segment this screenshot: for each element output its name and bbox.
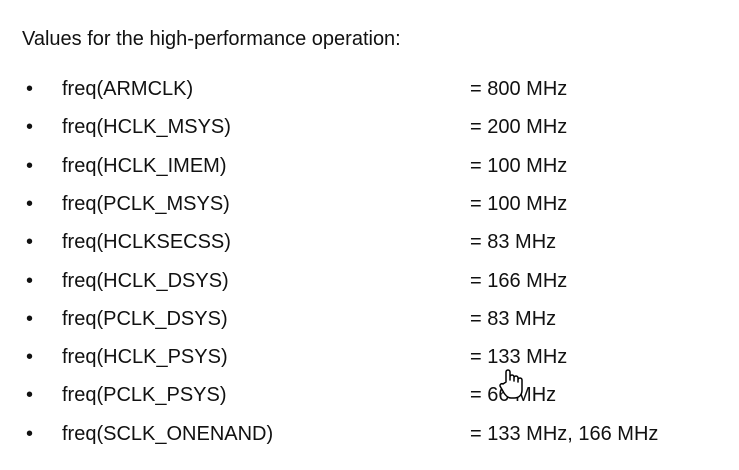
list-item: • freq(SCLK_ONENAND) = 133 MHz, 166 MHz	[0, 423, 739, 453]
item-name: freq(PCLK_PSYS)	[62, 384, 227, 407]
list-item: • freq(PCLK_MSYS) = 100 MHz	[0, 193, 739, 223]
item-value: = 83 MHz	[470, 307, 557, 330]
item-name: freq(HCLK_MSYS)	[62, 116, 231, 139]
bullet: •	[26, 78, 34, 100]
item-value: = 133 MHz, 166 MHz	[470, 422, 659, 445]
bullet: •	[26, 154, 34, 177]
list-item: • freq(HCLK_DSYS) = 166 MHz	[0, 270, 739, 300]
list-item: • freq(HCLK_PSYS) = 133 MHz	[0, 346, 739, 376]
bullet: •	[26, 422, 34, 445]
item-name: freq(PCLK_MSYS)	[62, 192, 230, 215]
item-name: freq(SCLK_ONENAND)	[62, 422, 274, 445]
heading: Values for the high-performance operatio…	[22, 28, 401, 50]
item-value: = 800 MHz	[470, 78, 568, 100]
item-value: = 83 MHz	[470, 231, 557, 254]
item-value: = 200 MHz	[470, 116, 568, 139]
item-name: freq(PCLK_DSYS)	[62, 307, 228, 330]
item-value: = 166 MHz	[470, 269, 568, 292]
item-value: = 100 MHz	[470, 192, 568, 215]
item-name: freq(HCLKSECSS)	[62, 231, 231, 254]
list-item: • freq(HCLKSECSS) = 83 MHz	[0, 231, 739, 261]
bullet: •	[26, 384, 34, 407]
item-value: = 100 MHz	[470, 154, 568, 177]
list-item: • freq(HCLK_MSYS) = 200 MHz	[0, 116, 739, 146]
list-item: • freq(HCLK_IMEM) = 100 MHz	[0, 155, 739, 185]
bullet: •	[26, 231, 34, 254]
item-name: freq(HCLK_PSYS)	[62, 346, 228, 369]
item-name: freq(HCLK_IMEM)	[62, 154, 227, 177]
mouse-cursor	[499, 369, 523, 399]
bullet: •	[26, 346, 34, 369]
bullet: •	[26, 269, 34, 292]
list-item: • freq(PCLK_PSYS) = 66 MHz	[0, 384, 739, 414]
bullet: •	[26, 192, 34, 215]
list-item: • freq(ARMCLK) = 800 MHz	[0, 78, 739, 108]
bullet: •	[26, 307, 34, 330]
bullet: •	[26, 116, 34, 139]
list-item: • freq(PCLK_DSYS) = 83 MHz	[0, 308, 739, 338]
item-name: freq(HCLK_DSYS)	[62, 269, 229, 292]
item-value: = 133 MHz	[470, 346, 568, 369]
item-name: freq(ARMCLK)	[62, 78, 194, 100]
